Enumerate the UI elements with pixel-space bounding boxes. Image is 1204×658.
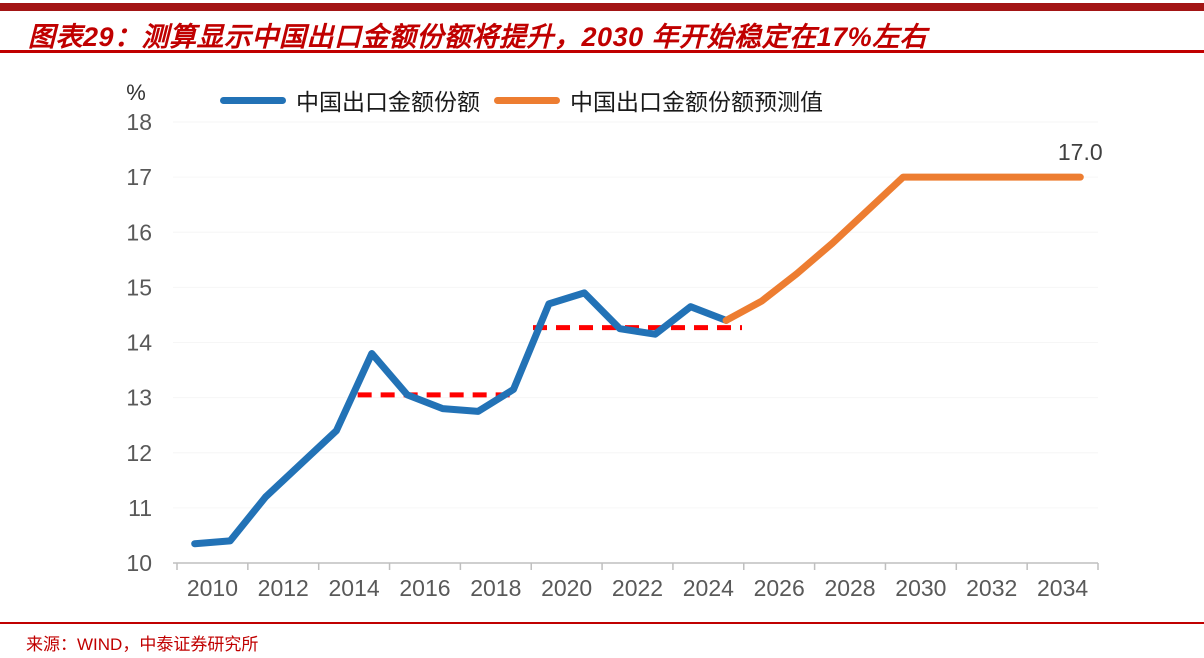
legend-marker-forecast-icon [494, 96, 560, 104]
y-tick-label: 12 [126, 440, 152, 466]
x-tick-label: 2024 [683, 575, 734, 601]
x-tick-label: 2028 [824, 575, 875, 601]
forecast-end-value-label: 17.0 [1058, 139, 1103, 165]
y-tick-label: 15 [126, 274, 152, 300]
chart-legend: 中国出口金额份额 中国出口金额份额预测值 [220, 83, 823, 117]
y-axis-unit-label: % [126, 80, 146, 105]
y-tick-label: 17 [126, 164, 152, 190]
legend-item-forecast: 中国出口金额份额预测值 [494, 83, 823, 117]
figure-title: 图表29：测算显示中国出口金额份额将提升，2030 年开始稳定在17%左右 [28, 22, 928, 52]
x-tick-label: 2018 [470, 575, 521, 601]
x-tick-label: 2012 [258, 575, 309, 601]
y-tick-label: 11 [128, 495, 152, 521]
y-tick-label: 13 [126, 385, 152, 411]
x-tick-label: 2014 [329, 575, 380, 601]
legend-label-forecast: 中国出口金额份额预测值 [570, 89, 823, 115]
x-tick-label: 2034 [1037, 575, 1088, 601]
x-tick-label: 2016 [399, 575, 450, 601]
footer-divider-rule [0, 622, 1204, 624]
y-tick-label: 14 [126, 330, 152, 356]
series-line-actual [191, 289, 730, 548]
x-tick-label: 2010 [187, 575, 238, 601]
legend-label-actual: 中国出口金额份额 [296, 89, 480, 115]
legend-item-actual: 中国出口金额份额 [220, 83, 480, 117]
x-tick-label: 2020 [541, 575, 592, 601]
x-tick-label: 2026 [754, 575, 805, 601]
y-tick-label: 10 [126, 550, 152, 576]
series-line-forecast [722, 173, 1084, 324]
title-divider-rule [0, 50, 1204, 53]
x-tick-label: 2032 [966, 575, 1017, 601]
x-tick-label: 2030 [895, 575, 946, 601]
legend-marker-actual-icon [220, 96, 286, 104]
top-red-bar [0, 3, 1204, 11]
source-attribution: 来源：WIND，中泰证券研究所 [26, 635, 259, 654]
y-tick-label: 18 [126, 109, 152, 135]
y-tick-label: 16 [126, 219, 152, 245]
x-tick-label: 2022 [612, 575, 663, 601]
